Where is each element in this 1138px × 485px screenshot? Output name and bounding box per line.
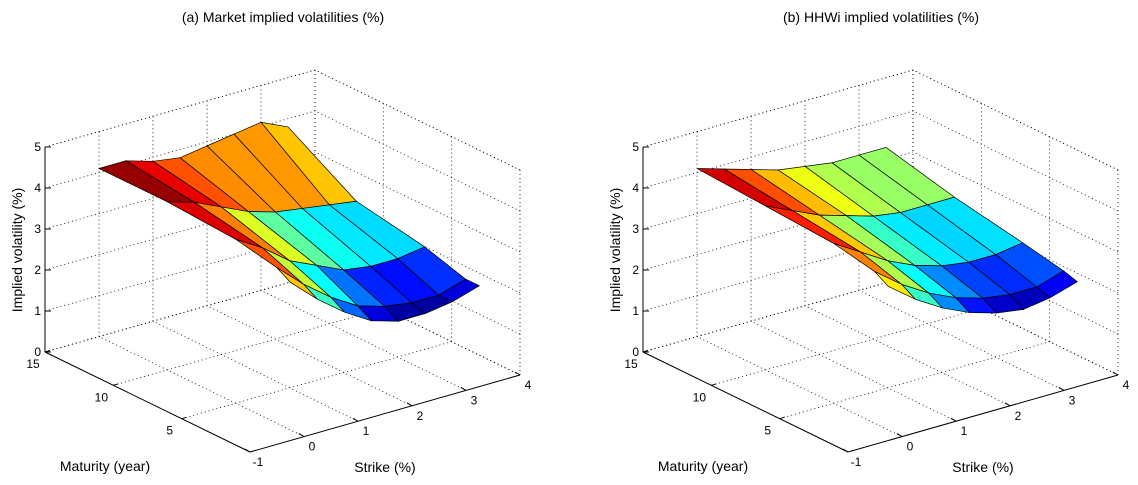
axis-line <box>44 351 251 453</box>
grid-line <box>44 233 316 312</box>
tick-mark <box>642 350 649 353</box>
x-tick-label: 4 <box>1123 378 1130 392</box>
axis-line <box>847 374 1119 453</box>
x-tick-label: 0 <box>907 440 914 454</box>
grid-line <box>98 336 305 437</box>
x-tick-label: 2 <box>1015 409 1022 423</box>
grid-line <box>912 69 1119 171</box>
grid-line <box>696 336 903 437</box>
grid-line <box>711 307 982 386</box>
axis-line <box>249 374 521 453</box>
grid-line <box>44 110 316 189</box>
grid-line <box>44 192 316 271</box>
grid-line <box>152 320 359 422</box>
grid-line <box>642 233 914 312</box>
chart-title: (a) Market implied volatilities (%) <box>182 9 384 25</box>
grid-line <box>642 192 914 271</box>
grid-line <box>642 110 914 189</box>
grid-line <box>779 341 1050 420</box>
tick-mark <box>711 383 717 386</box>
z-axis-label: Implied volatility (%) <box>607 188 623 312</box>
x-tick-label: 1 <box>363 424 370 438</box>
z-tick-label: 0 <box>34 345 41 359</box>
tick-mark <box>298 433 305 438</box>
z-tick-label: 2 <box>632 263 639 277</box>
grid-line <box>314 69 521 171</box>
x-axis-label: Strike (%) <box>952 459 1013 475</box>
grid-line <box>750 320 957 422</box>
tick-mark <box>896 433 903 438</box>
y-tick-label: 5 <box>764 424 771 438</box>
z-tick-label: 2 <box>34 263 41 277</box>
y-axis-label: Maturity (year) <box>658 458 748 474</box>
y-tick-label: 15 <box>26 357 40 371</box>
box-edge <box>912 69 1119 171</box>
x-tick-label: 4 <box>525 378 532 392</box>
surface-face <box>874 271 916 300</box>
z-tick-label: 5 <box>632 140 639 154</box>
chart-title: (b) HHWi implied volatilities (%) <box>783 9 979 25</box>
tick-mark <box>1058 386 1065 391</box>
tick-mark <box>1004 402 1011 407</box>
y-axis-label: Maturity (year) <box>60 458 150 474</box>
x-tick-label: 3 <box>471 393 478 407</box>
box-edge <box>314 69 521 171</box>
tick-mark <box>44 350 51 353</box>
grid-line <box>181 341 452 420</box>
tick-mark <box>113 383 119 386</box>
z-tick-label: 5 <box>34 140 41 154</box>
grid-line <box>113 307 384 386</box>
tick-mark <box>460 386 467 391</box>
axis-line <box>642 351 849 453</box>
grid-line <box>642 69 914 148</box>
y-tick-label: 5 <box>166 424 173 438</box>
z-tick-label: 1 <box>632 304 639 318</box>
z-tick-label: 4 <box>34 181 41 195</box>
x-axis-label: Strike (%) <box>354 459 415 475</box>
tick-mark <box>779 416 785 420</box>
y-tick-label: 15 <box>624 357 638 371</box>
tick-mark <box>514 371 521 376</box>
grid-line <box>44 69 316 148</box>
x-tick-label: 0 <box>309 440 316 454</box>
grid-line <box>642 274 914 353</box>
x-tick-label: 1 <box>961 424 968 438</box>
y-tick-label: 10 <box>693 390 707 404</box>
z-tick-label: 1 <box>34 304 41 318</box>
grid-line <box>44 274 316 353</box>
tick-mark <box>352 417 359 422</box>
tick-mark <box>1112 371 1119 376</box>
tick-mark <box>950 417 957 422</box>
z-tick-label: 3 <box>632 222 639 236</box>
tick-mark <box>406 402 413 407</box>
z-tick-label: 4 <box>632 181 639 195</box>
grid-line <box>804 305 1011 407</box>
surface-face <box>276 267 318 300</box>
x-tick-label: 2 <box>417 409 424 423</box>
tick-mark <box>181 416 187 420</box>
z-axis-label: Implied volatility (%) <box>9 188 25 312</box>
x-tick-label: -1 <box>851 455 862 469</box>
x-tick-label: 3 <box>1069 393 1076 407</box>
y-tick-label: 10 <box>95 390 109 404</box>
x-tick-label: -1 <box>253 455 264 469</box>
z-tick-label: 0 <box>632 345 639 359</box>
z-tick-label: 3 <box>34 222 41 236</box>
